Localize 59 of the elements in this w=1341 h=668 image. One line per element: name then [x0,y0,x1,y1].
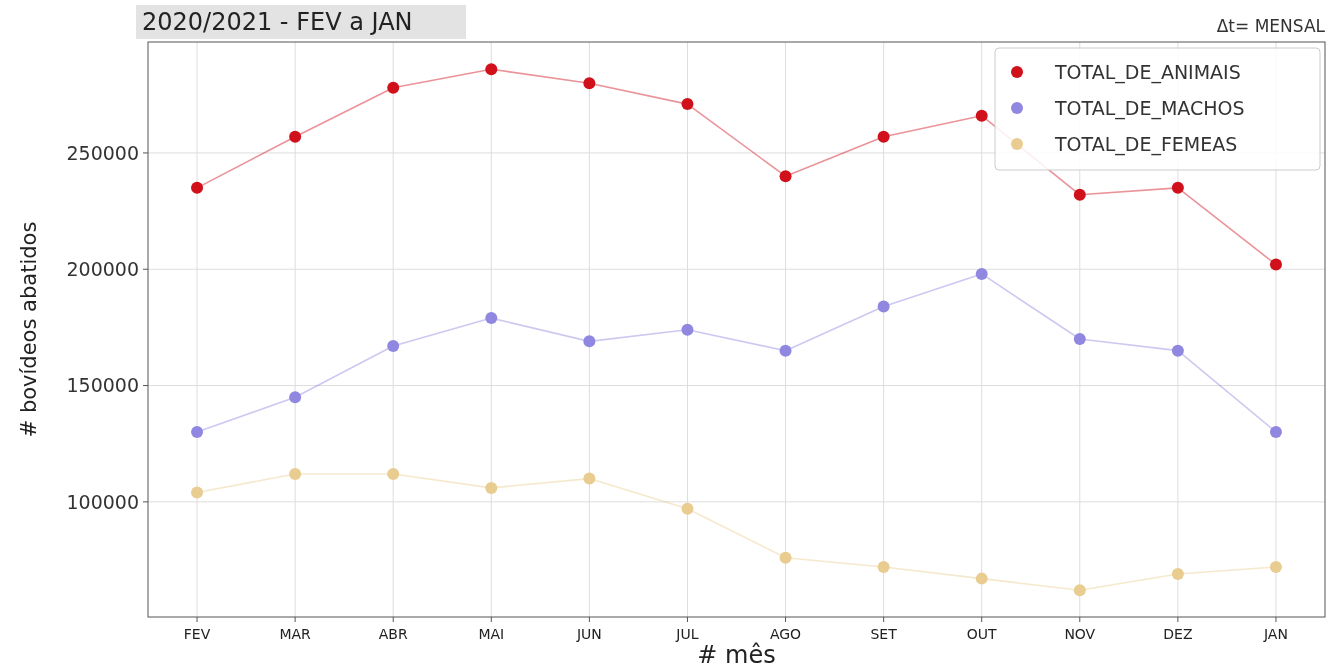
point [387,340,400,353]
point [1269,560,1282,573]
y-tick-label: 150000 [66,374,139,397]
point [191,426,204,439]
y-axis-title: # bovídeos abatidos [17,221,41,438]
legend-label: TOTAL_DE_MACHOS [1054,96,1245,120]
point [1269,258,1282,271]
point [387,467,400,480]
point [1269,426,1282,439]
x-tick-label: DEZ [1163,626,1193,642]
point [485,312,498,325]
x-tick-label: AGO [769,626,802,642]
point [289,467,302,480]
point [583,335,596,348]
point [1073,584,1086,597]
point [1171,344,1184,357]
x-tick-label: JUN [575,626,602,642]
legend-label: TOTAL_DE_FEMEAS [1054,132,1238,156]
point [681,98,694,111]
text: Δt= MENSAL [1216,16,1326,36]
x-tick-label: FEV [183,626,211,642]
point [877,130,890,143]
x-tick-label: ABR [378,626,408,642]
y-tick-label: 100000 [66,490,139,513]
chart-title: 2020/2021 - FEV a JAN [142,8,413,36]
point [975,109,988,122]
point [583,77,596,90]
point [387,81,400,94]
x-tick-label: JAN [1262,626,1288,642]
point [779,344,792,357]
x-tick-label: NOV [1064,626,1096,642]
point [779,551,792,564]
point [1171,181,1184,194]
x-axis-title: # mês [697,641,776,668]
point [191,181,204,194]
point [975,267,988,280]
point [779,170,792,183]
point [975,572,988,585]
point [681,502,694,515]
point [289,130,302,143]
x-tick-label: MAR [279,626,312,642]
point [877,300,890,313]
legend-label: TOTAL_DE_ANIMAIS [1054,60,1241,84]
point [681,323,694,336]
x-tick-label: MAI [478,626,505,642]
y-tick-label: 250000 [66,141,139,164]
point [485,481,498,494]
point [583,472,596,485]
point [485,63,498,76]
y-tick-label: 200000 [66,257,139,280]
x-tick-label: SET [870,626,898,642]
point [191,486,204,499]
x-tick-label: JUL [675,626,699,642]
x-tick-label: OUT [966,626,998,642]
point [289,391,302,404]
point [1073,333,1086,346]
point [1073,188,1086,201]
point [877,560,890,573]
point [1171,567,1184,580]
